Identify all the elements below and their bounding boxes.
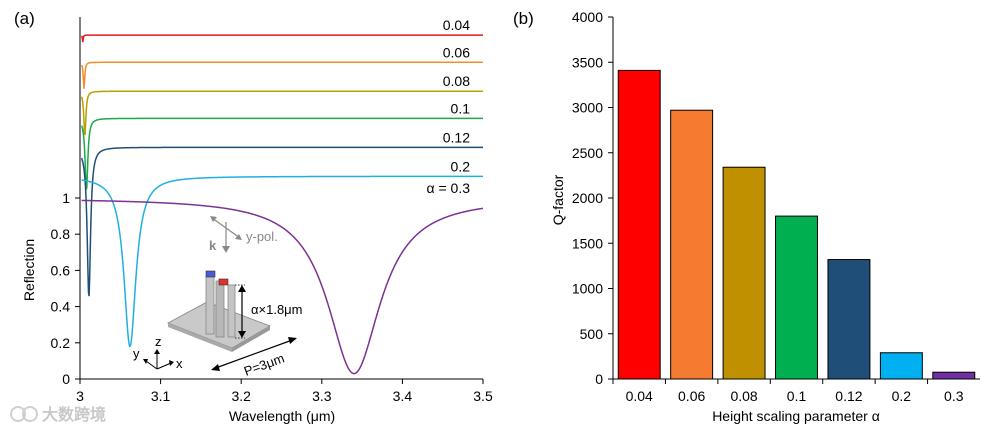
coord-z-label: z: [155, 334, 162, 349]
chart-a-series-0.06: [80, 61, 483, 89]
chart-b-bar-0.08: [722, 166, 766, 380]
chart-a-series-label: 0.06: [443, 44, 470, 60]
pillar-right: [227, 284, 236, 338]
chart-a-series-label: 0.08: [443, 73, 470, 89]
chart-b-y-title: Q-factor: [550, 174, 566, 225]
chart-a-x-tick-label: 3.5: [473, 388, 493, 404]
k-label: k: [209, 238, 217, 253]
chart-b-y-tick-label: 1500: [572, 235, 603, 251]
chart-b-bar-0.04: [617, 69, 661, 380]
period-label: P=3μm: [242, 350, 286, 378]
chart-a-x-tick-label: 3.1: [151, 388, 171, 404]
chart-a-series-0.2: [81, 175, 483, 348]
coord-z-head: [154, 349, 160, 354]
pillar-left: [205, 275, 215, 335]
period-arrow-right: [288, 337, 297, 344]
chart-b-y-tick-label: 2500: [572, 145, 603, 161]
chart-a-series-label: 0.1: [451, 100, 471, 116]
chart-b-y-tick-label: 3000: [572, 100, 603, 116]
chart-b-y-tick-label: 4000: [572, 9, 603, 25]
chart-a-series-label: 0.2: [451, 158, 471, 174]
chart-a-series-label: α = 0.3: [426, 180, 470, 196]
chart-b-bar-0.06: [670, 109, 714, 380]
height-arrow-bottom: [238, 331, 246, 338]
pillar-mid: [215, 280, 225, 338]
coord-y-head: [143, 359, 148, 364]
chart-a-curves: [80, 34, 484, 375]
chart-a-y-tick-label: 0.8: [51, 226, 71, 242]
chart-a-series-0.04: [80, 34, 483, 43]
chart-b-y-tick-label: 1000: [572, 281, 603, 297]
coord-x: [156, 362, 172, 370]
chart-b-x-ticks: 0.04 0.06 0.08 0.1 0.12 0.2 0.3: [612, 379, 964, 404]
panel-a-label: (a): [14, 9, 35, 28]
chart-a-y-tick-label: 1: [62, 190, 70, 206]
chart-a-y-ticks: 0 0.2 0.4 0.6 0.8 1: [51, 190, 80, 387]
chart-a-x-tick-label: 3.2: [231, 388, 251, 404]
coord-x-head: [169, 360, 174, 366]
chart-b-y-tick-label: 0: [595, 371, 603, 387]
chart-b-x-tick-label: 0.08: [730, 388, 757, 404]
pol-label: y-pol.: [246, 229, 278, 244]
chart-a-x-tick-label: 3: [76, 388, 84, 404]
pillar-top-blue: [205, 270, 216, 278]
chart-b-x-tick-label: 0.1: [787, 388, 807, 404]
inset-schematic: k y-pol. α×1.8μm P=3μm z y x: [133, 216, 303, 379]
chart-b-bar-0.1: [775, 215, 818, 380]
chart-a-y-title: Reflection: [21, 239, 37, 301]
chart-a-series-0.3: [81, 199, 484, 375]
chart-b-y-tick-label: 2000: [572, 190, 603, 206]
chart-b-bar-0.3: [932, 371, 976, 380]
chart-a: 0 0.2 0.4 0.6 0.8 1 3 3.1 3.2 3.3 3.4 3.5 0.04 0.06…: [21, 17, 493, 424]
pillar-top-red: [218, 278, 229, 286]
k-arrow-head: [222, 246, 230, 253]
period-arrow: [212, 338, 296, 370]
chart-b-y-tick-label: 500: [580, 326, 604, 342]
chart-b-bar-0.2: [879, 352, 923, 380]
pol-arrow: [211, 217, 241, 239]
chart-b-x-tick-label: 0.06: [678, 388, 705, 404]
chart-b-x-tick-label: 0.2: [892, 388, 912, 404]
chart-a-series-0.1: [80, 117, 483, 193]
pol-arrow-head-b: [235, 234, 242, 240]
watermark: 大数跨境: [10, 405, 106, 424]
period-arrow-left: [211, 364, 220, 371]
chart-b-bar-0.12: [827, 259, 871, 380]
chart-b-y-ticks: 0 500 1000 1500 2000 2500 3000 3500 4000: [572, 9, 613, 387]
chart-b-x-tick-label: 0.3: [944, 388, 964, 404]
chart-a-x-title: Wavelength (μm): [229, 408, 335, 424]
chart-a-y-tick-label: 0.2: [51, 335, 71, 351]
watermark-logo-b: [22, 406, 38, 422]
chart-a-y-tick-label: 0.4: [51, 299, 71, 315]
chart-b-x-tick-label: 0.12: [835, 388, 862, 404]
chart-b-x-title: Height scaling parameter α: [712, 408, 880, 424]
chart-a-y-tick-label: 0: [62, 371, 70, 387]
height-label: α×1.8μm: [251, 302, 303, 317]
chart-a-y-tick-label: 0.6: [51, 262, 71, 278]
chart-b-bars: [617, 69, 976, 380]
base-plate-side2: [232, 326, 270, 352]
panel-b-label: (b): [513, 9, 534, 28]
coord-y-label: y: [133, 346, 140, 361]
coord-y: [145, 360, 158, 370]
watermark-logo: [10, 406, 26, 422]
chart-b-y-tick-label: 3500: [572, 54, 603, 70]
chart-a-x-tick-label: 3.4: [393, 388, 413, 404]
chart-a-series-0.08: [80, 90, 483, 136]
chart-a-series-0.12: [80, 146, 483, 297]
chart-a-x-tick-label: 3.3: [312, 388, 332, 404]
chart-b-x-tick-label: 0.04: [626, 388, 653, 404]
pol-arrow-head-a: [210, 216, 217, 222]
chart-a-x-ticks: 3 3.1 3.2 3.3 3.4 3.5: [76, 379, 493, 404]
chart-a-curve-labels: 0.04 0.06 0.08 0.1 0.12 0.2 α = 0.3: [426, 17, 470, 196]
watermark-text: 大数跨境: [42, 405, 106, 424]
base-plate-side: [168, 323, 232, 352]
chart-a-series-label: 0.12: [443, 129, 470, 145]
coord-x-label: x: [176, 356, 183, 371]
height-arrow-top: [238, 285, 246, 292]
chart-a-series-label: 0.04: [443, 17, 470, 33]
